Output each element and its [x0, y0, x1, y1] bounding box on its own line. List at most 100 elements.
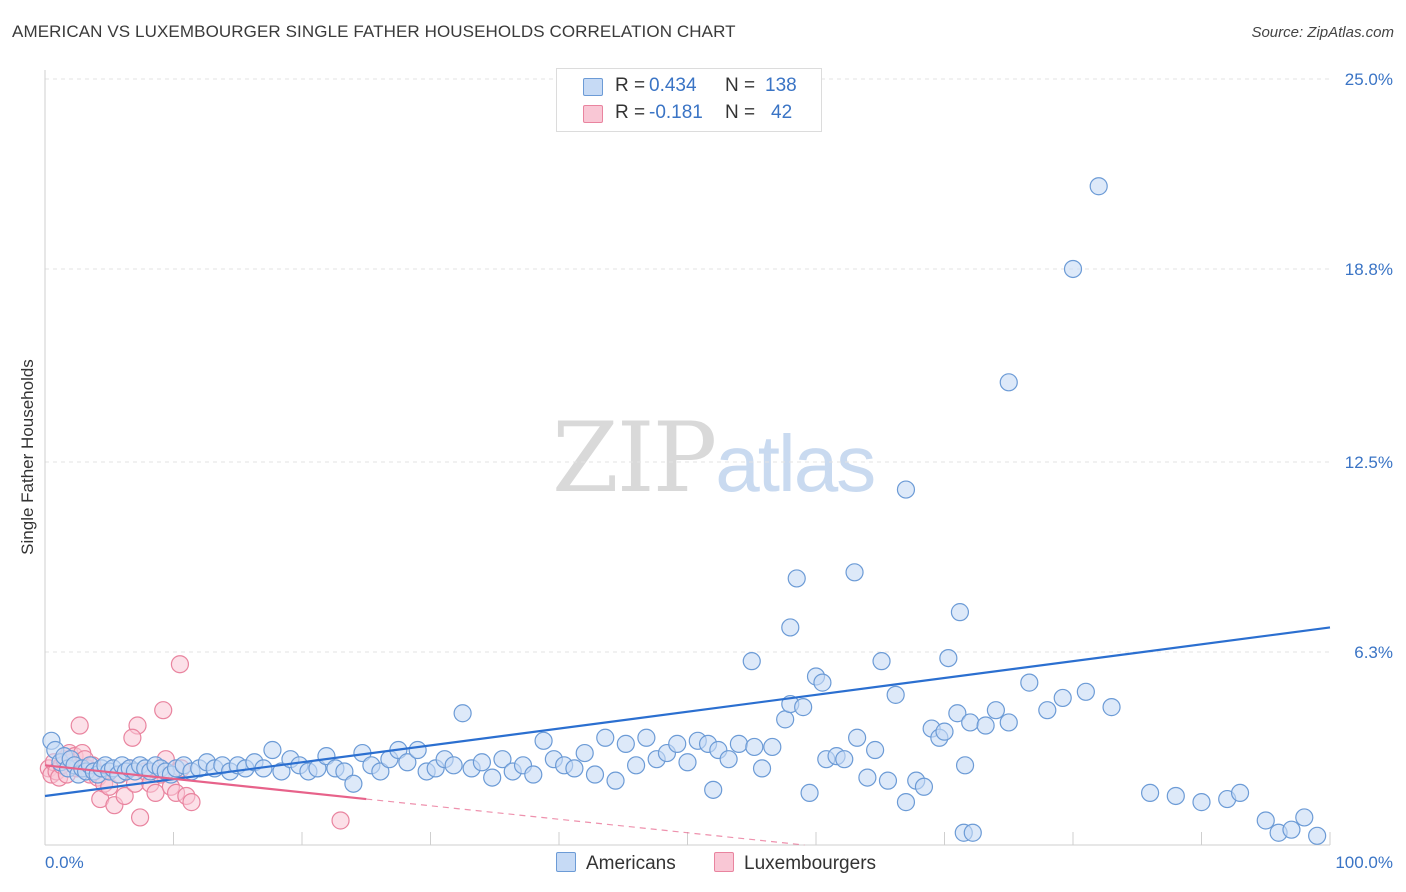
american-point: [616, 734, 635, 753]
luxembourger-point: [170, 655, 190, 674]
legend-item-americans: Americans: [556, 852, 676, 875]
american-point: [999, 713, 1018, 732]
tick-labels: 6.3% 12.5% 18.8% 25.0% 0.0% 100.0%: [45, 70, 1393, 872]
y-tick-label: 25.0%: [1345, 70, 1393, 89]
american-point: [335, 762, 354, 781]
legend-n-label: N =: [725, 75, 756, 96]
axes: [44, 70, 1331, 846]
legend-r-value: 0.434: [649, 75, 697, 96]
american-point: [858, 768, 877, 787]
y-tick-label: 18.8%: [1345, 260, 1393, 279]
american-point: [398, 753, 417, 772]
american-point: [1063, 259, 1083, 279]
american-point: [575, 743, 594, 763]
american-point: [935, 722, 954, 741]
x-tick-label: 0.0%: [45, 853, 84, 872]
luxembourger-point: [123, 728, 142, 747]
luxembourger-point: [115, 786, 134, 806]
legend-row-luxembourgers: R = -0.181 N = 42: [557, 100, 821, 128]
y-tick-label: 12.5%: [1345, 453, 1393, 472]
american-point: [408, 740, 427, 760]
correlation-legend: R = 0.434 N = 138 R = -0.181 N = 42: [556, 68, 822, 132]
american-point: [896, 480, 916, 499]
american-point: [948, 704, 967, 723]
chart-title: AMERICAN VS LUXEMBOURGER SINGLE FATHER H…: [12, 22, 736, 41]
american-point: [585, 765, 605, 784]
legend-n-value: 42: [771, 102, 793, 123]
american-point: [1295, 808, 1314, 827]
american-point: [878, 771, 898, 790]
luxembourger-point: [70, 716, 89, 735]
american-point: [444, 756, 463, 775]
american-point: [872, 652, 891, 671]
american-point: [1089, 177, 1108, 196]
legend-swatch-luxembourgers: [583, 105, 603, 123]
y-tick-label: 6.3%: [1354, 643, 1393, 662]
american-point: [1020, 673, 1039, 692]
legend-r-label: R =: [615, 75, 646, 96]
americans-points: [42, 177, 1327, 845]
luxembourger-point: [146, 783, 165, 803]
american-point: [524, 765, 543, 784]
american-point: [955, 756, 975, 775]
american-point: [371, 762, 390, 781]
legend-swatch-americans: [556, 852, 576, 872]
legend-n-label: N =: [725, 102, 756, 123]
legend-swatch-luxembourgers: [714, 852, 734, 872]
legend-row-americans: R = 0.434 N = 138: [557, 73, 821, 101]
luxembourger-point: [331, 811, 350, 830]
american-point: [848, 728, 867, 747]
american-point: [596, 728, 615, 747]
luxembourger-point: [154, 701, 173, 720]
american-point: [896, 793, 916, 812]
american-point: [606, 771, 625, 790]
american-point: [1308, 826, 1327, 845]
american-point: [800, 783, 819, 803]
american-point: [781, 618, 800, 637]
american-point: [752, 759, 772, 778]
american-point: [939, 648, 958, 668]
watermark: ZIPatlas: [552, 402, 876, 514]
american-point: [835, 750, 854, 769]
american-point: [1230, 783, 1250, 803]
trend-lines: [44, 626, 1331, 846]
legend-label-americans: Americans: [586, 853, 676, 874]
americans-trend-line: [44, 626, 1331, 798]
american-point: [794, 698, 813, 717]
luxembourger-point: [182, 793, 201, 812]
american-point: [534, 731, 553, 750]
american-point: [866, 740, 885, 760]
american-point: [1038, 701, 1057, 720]
watermark-atlas: atlas: [715, 419, 876, 508]
american-point: [999, 373, 1018, 392]
american-point: [787, 569, 806, 588]
american-point: [704, 780, 723, 799]
american-point: [272, 762, 291, 781]
luxembourgers-trend-extension: [366, 798, 805, 846]
american-point: [344, 774, 363, 793]
american-point: [729, 734, 749, 753]
american-point: [678, 753, 697, 772]
luxembourgers-trend-line: [44, 764, 367, 801]
american-point: [565, 759, 584, 778]
legend-r-value: -0.181: [649, 102, 703, 123]
american-point: [637, 728, 656, 747]
american-point: [1256, 811, 1275, 830]
american-point: [263, 740, 282, 760]
american-point: [1076, 682, 1095, 701]
x-tick-label: 100.0%: [1335, 853, 1393, 872]
legend-item-luxembourgers: Luxembourgers: [714, 852, 876, 875]
legend-swatch-americans: [583, 78, 603, 96]
american-point: [1140, 783, 1160, 803]
grid-lines: [45, 78, 1330, 653]
legend-n-value: 138: [765, 75, 797, 96]
american-point: [914, 777, 934, 796]
american-point: [950, 603, 970, 622]
american-point: [493, 750, 512, 769]
american-point: [668, 734, 687, 753]
luxembourger-point: [130, 808, 150, 827]
american-point: [483, 768, 502, 787]
luxembourgers-points: [39, 655, 350, 830]
american-point: [1282, 820, 1301, 839]
